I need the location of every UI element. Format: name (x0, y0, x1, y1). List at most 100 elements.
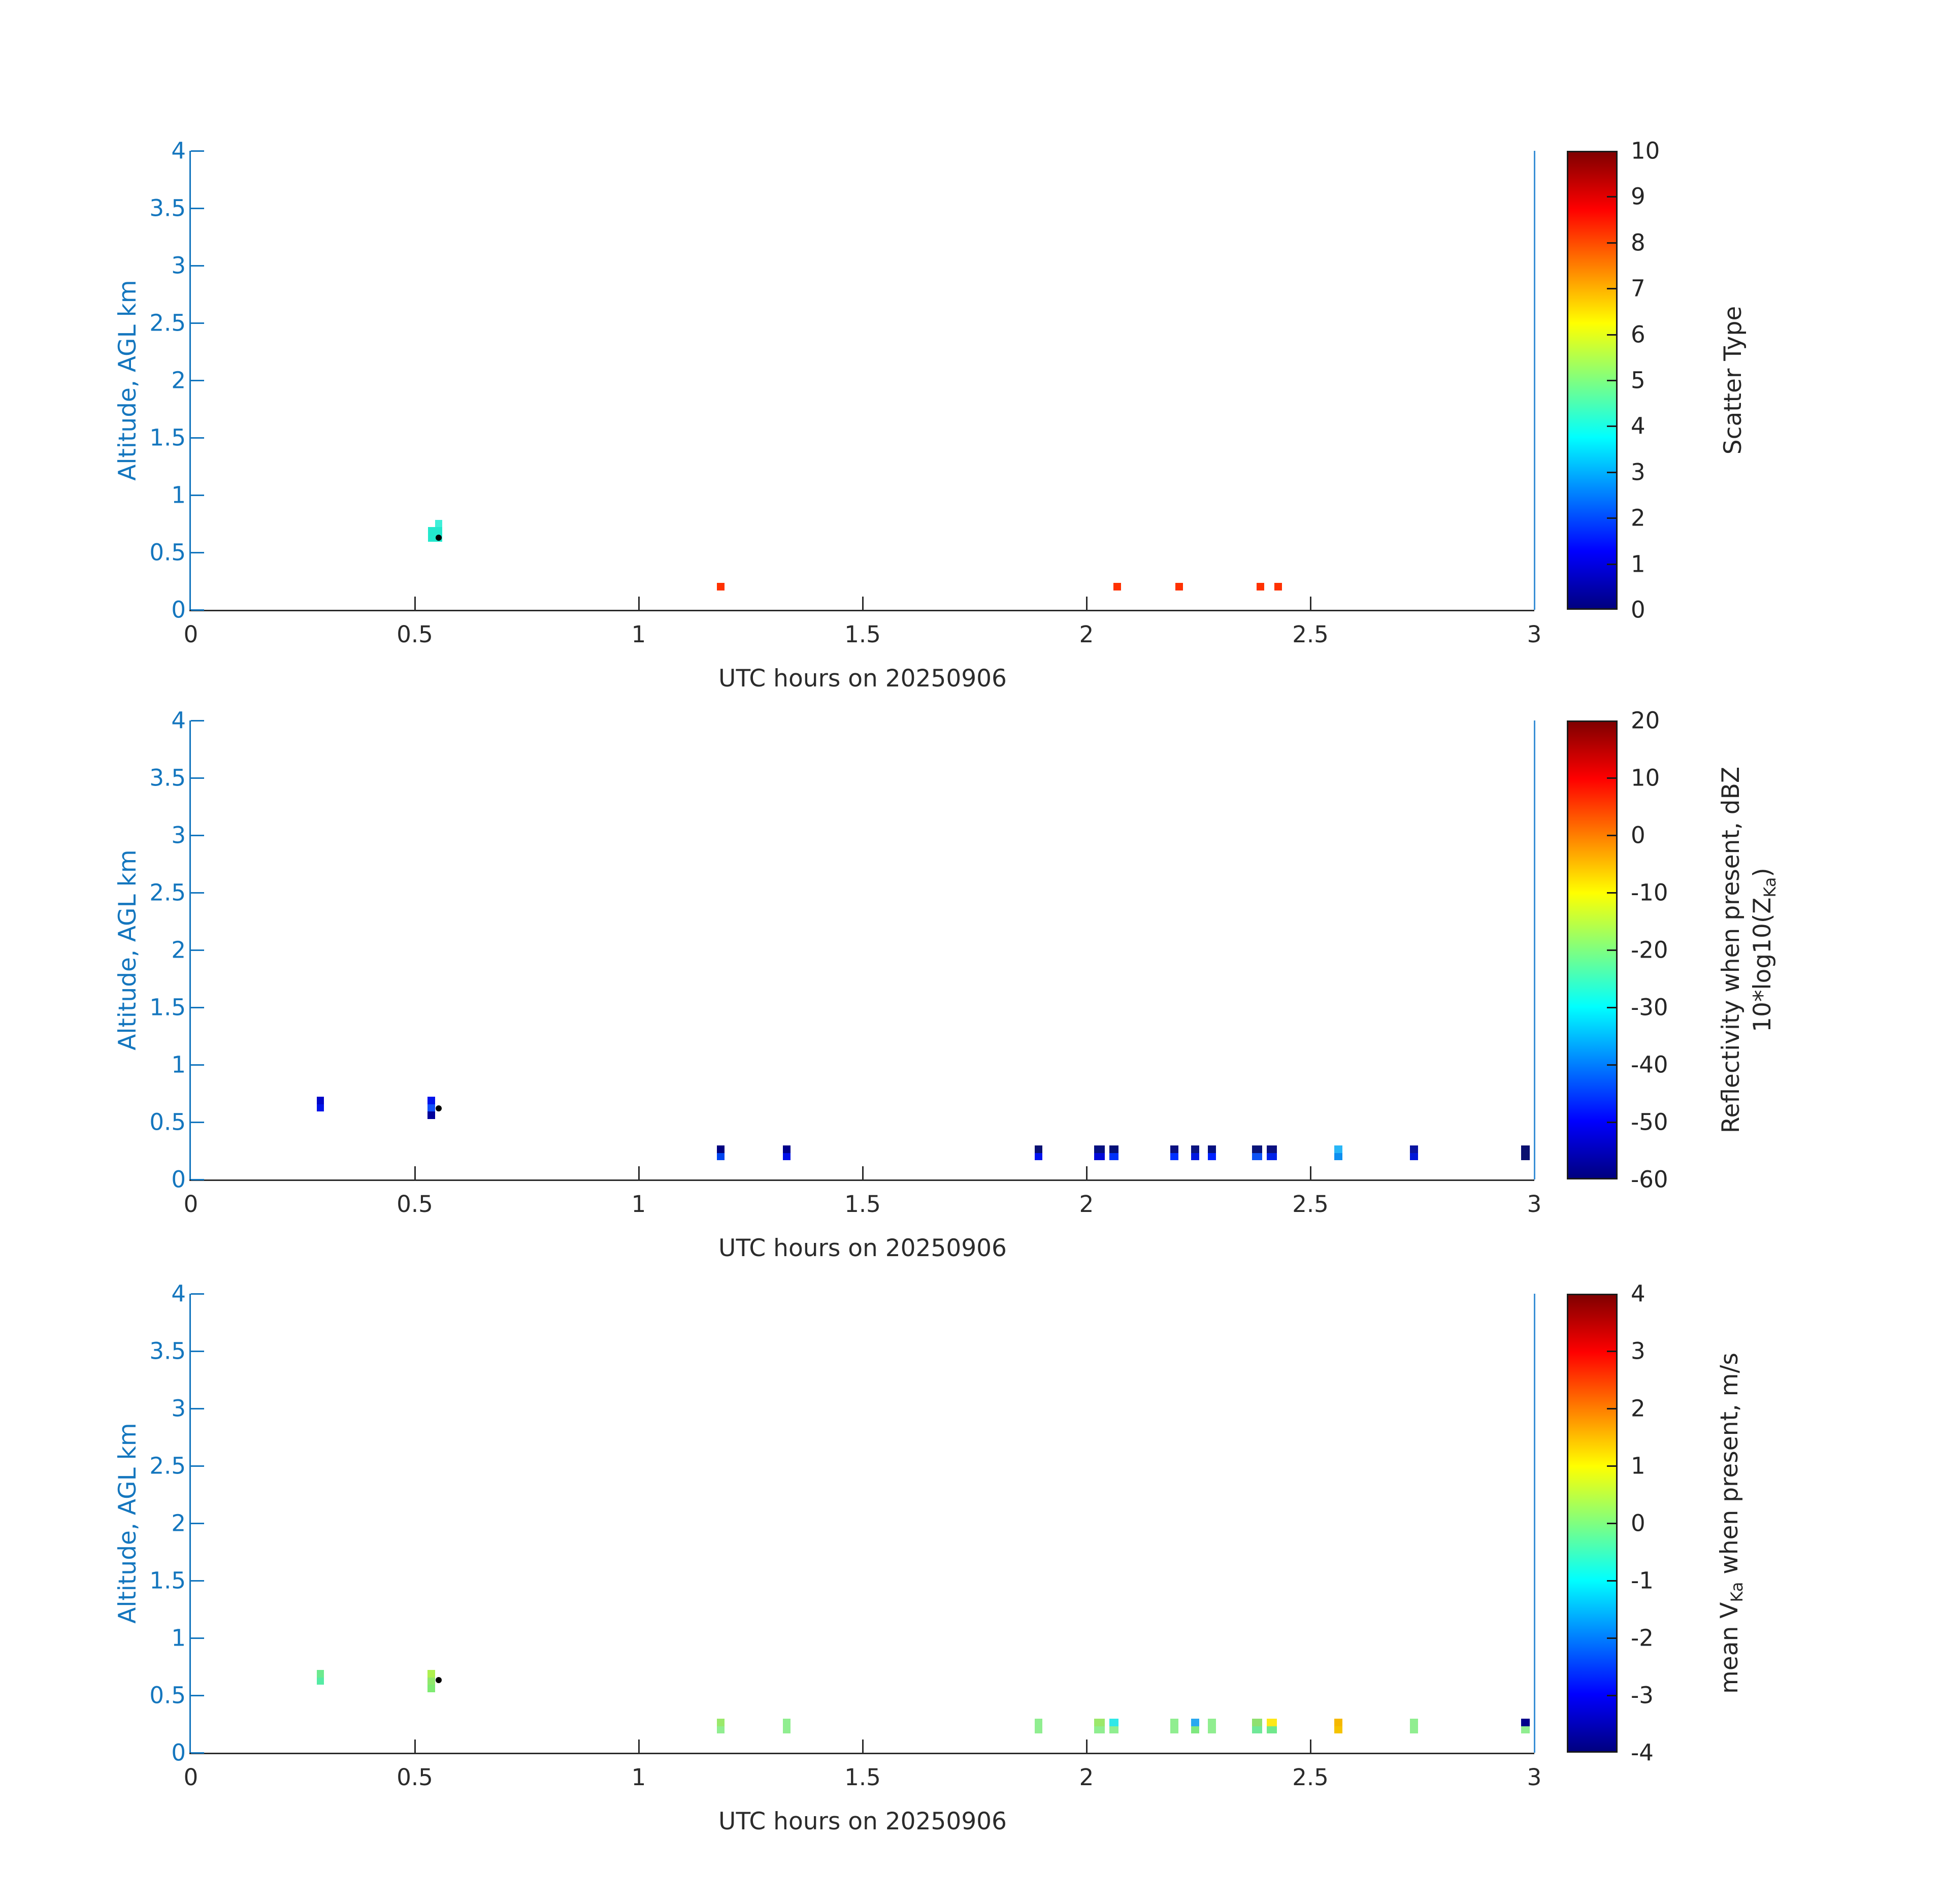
end-of-data-line (1534, 1294, 1535, 1753)
y-tick-label: 0.5 (149, 1108, 186, 1136)
x-axis-spine (189, 1179, 1534, 1181)
colorbar-tick (1607, 517, 1616, 519)
y-tick (191, 1752, 204, 1754)
y-tick (191, 1122, 204, 1123)
heatmap-cell (1191, 1726, 1200, 1734)
x-tick-label: 2.5 (1292, 621, 1329, 648)
y-tick-label: 1 (171, 1624, 186, 1652)
heatmap-cell (717, 582, 725, 590)
x-tick (638, 1739, 640, 1753)
heatmap-cell (1252, 1153, 1262, 1161)
colorbar-tick (1607, 471, 1616, 473)
colorbar-tick (1607, 288, 1616, 290)
colorbar-tick (1607, 196, 1616, 198)
colorbar-tick-label: 3 (1631, 1337, 1645, 1365)
x-tick-label: 3 (1527, 1191, 1542, 1218)
heatmap-cell (1191, 1153, 1200, 1161)
y-tick (191, 495, 204, 496)
heatmap-cell (1521, 1145, 1530, 1161)
heatmap-cell (717, 1719, 725, 1726)
x-tick (638, 1166, 640, 1179)
y-tick-label: 0.5 (149, 1682, 186, 1709)
x-tick-label: 3 (1527, 621, 1542, 648)
heatmap-cell (1094, 1719, 1105, 1726)
y-tick (191, 1465, 204, 1467)
y-tick-label: 0 (171, 1166, 186, 1193)
x-tick (414, 1739, 416, 1753)
y-tick-label: 3.5 (149, 194, 186, 222)
colorbar-tick-label: -4 (1631, 1739, 1654, 1766)
y-tick (191, 265, 204, 267)
end-of-data-line (1534, 151, 1535, 610)
heatmap-cell (1334, 1153, 1343, 1161)
x-tick-label: 0 (183, 1191, 199, 1218)
heatmap-cell (427, 1097, 435, 1104)
x-tick-label: 3 (1527, 1764, 1542, 1791)
colorbar-tick-label: 9 (1631, 183, 1645, 210)
marker-dot (435, 1677, 442, 1683)
x-tick (1086, 597, 1088, 610)
x-tick-label: 2 (1079, 1764, 1094, 1791)
y-tick-label: 0.5 (149, 539, 186, 566)
y-tick-label: 4 (171, 137, 186, 165)
y-tick (191, 1523, 204, 1524)
y-tick-label: 1 (171, 481, 186, 509)
colorbar-tick (1607, 1465, 1616, 1467)
colorbar-tick (1607, 563, 1616, 565)
y-axis-label: Altitude, AGL km (114, 1423, 142, 1624)
x-tick-label: 0.5 (397, 621, 433, 648)
colorbar-tick-label: 4 (1631, 1280, 1645, 1307)
marker-dot (435, 535, 442, 541)
heatmap-cell (1113, 582, 1121, 590)
heatmap-cell (316, 1097, 324, 1104)
heatmap-cell (316, 1670, 324, 1678)
colorbar-tick (1607, 242, 1616, 244)
y-tick (191, 437, 204, 439)
y-tick (191, 892, 204, 894)
y-tick-label: 0 (171, 1739, 186, 1766)
y-axis-spine (189, 151, 191, 611)
y-tick (191, 208, 204, 209)
colorbar-label: Reflectivity when present, dBZ 10*log10(Z… (1717, 766, 1780, 1134)
x-tick-label: 1 (631, 621, 646, 648)
heatmap-cell (1274, 582, 1282, 590)
marker-dot (435, 1105, 442, 1111)
heatmap-cell (1191, 1719, 1200, 1726)
y-tick (191, 835, 204, 836)
heatmap-cell (1267, 1726, 1277, 1734)
y-tick-label: 4 (171, 1280, 186, 1307)
x-tick-label: 0.5 (397, 1191, 433, 1218)
heatmap-cell (1034, 1153, 1042, 1161)
colorbar-tick-label: 0 (1631, 596, 1645, 623)
x-tick (862, 1739, 864, 1753)
colorbar-tick (1607, 1122, 1616, 1123)
colorbar-tick-label: -3 (1631, 1682, 1654, 1709)
y-tick (191, 380, 204, 381)
heatmap-cell (717, 1726, 725, 1734)
colorbar-tick-label: 1 (1631, 550, 1645, 578)
end-of-data-line (1534, 720, 1535, 1179)
x-tick (1086, 1166, 1088, 1179)
colorbar-tick-label: -50 (1631, 1108, 1668, 1136)
x-tick (414, 1166, 416, 1179)
y-tick-label: 2 (171, 936, 186, 964)
colorbar-tick-label: 8 (1631, 229, 1645, 256)
x-axis-label: UTC hours on 20250906 (718, 1234, 1007, 1262)
y-tick (191, 1580, 204, 1582)
y-tick-label: 3 (171, 1395, 186, 1422)
y-tick (191, 150, 204, 152)
y-tick-label: 3 (171, 822, 186, 849)
y-tick (191, 1408, 204, 1409)
x-tick (1086, 1739, 1088, 1753)
y-tick-label: 1.5 (149, 994, 186, 1021)
colorbar-tick-label: -10 (1631, 879, 1668, 906)
x-tick (1310, 1739, 1311, 1753)
colorbar-tick (1607, 334, 1616, 336)
x-tick-label: 1 (631, 1191, 646, 1218)
x-tick-label: 1.5 (844, 1764, 881, 1791)
x-tick-label: 0.5 (397, 1764, 433, 1791)
y-tick-label: 2.5 (149, 879, 186, 906)
x-tick-label: 2.5 (1292, 1191, 1329, 1218)
y-tick-label: 4 (171, 707, 186, 734)
y-axis-label: Altitude, AGL km (114, 280, 142, 481)
